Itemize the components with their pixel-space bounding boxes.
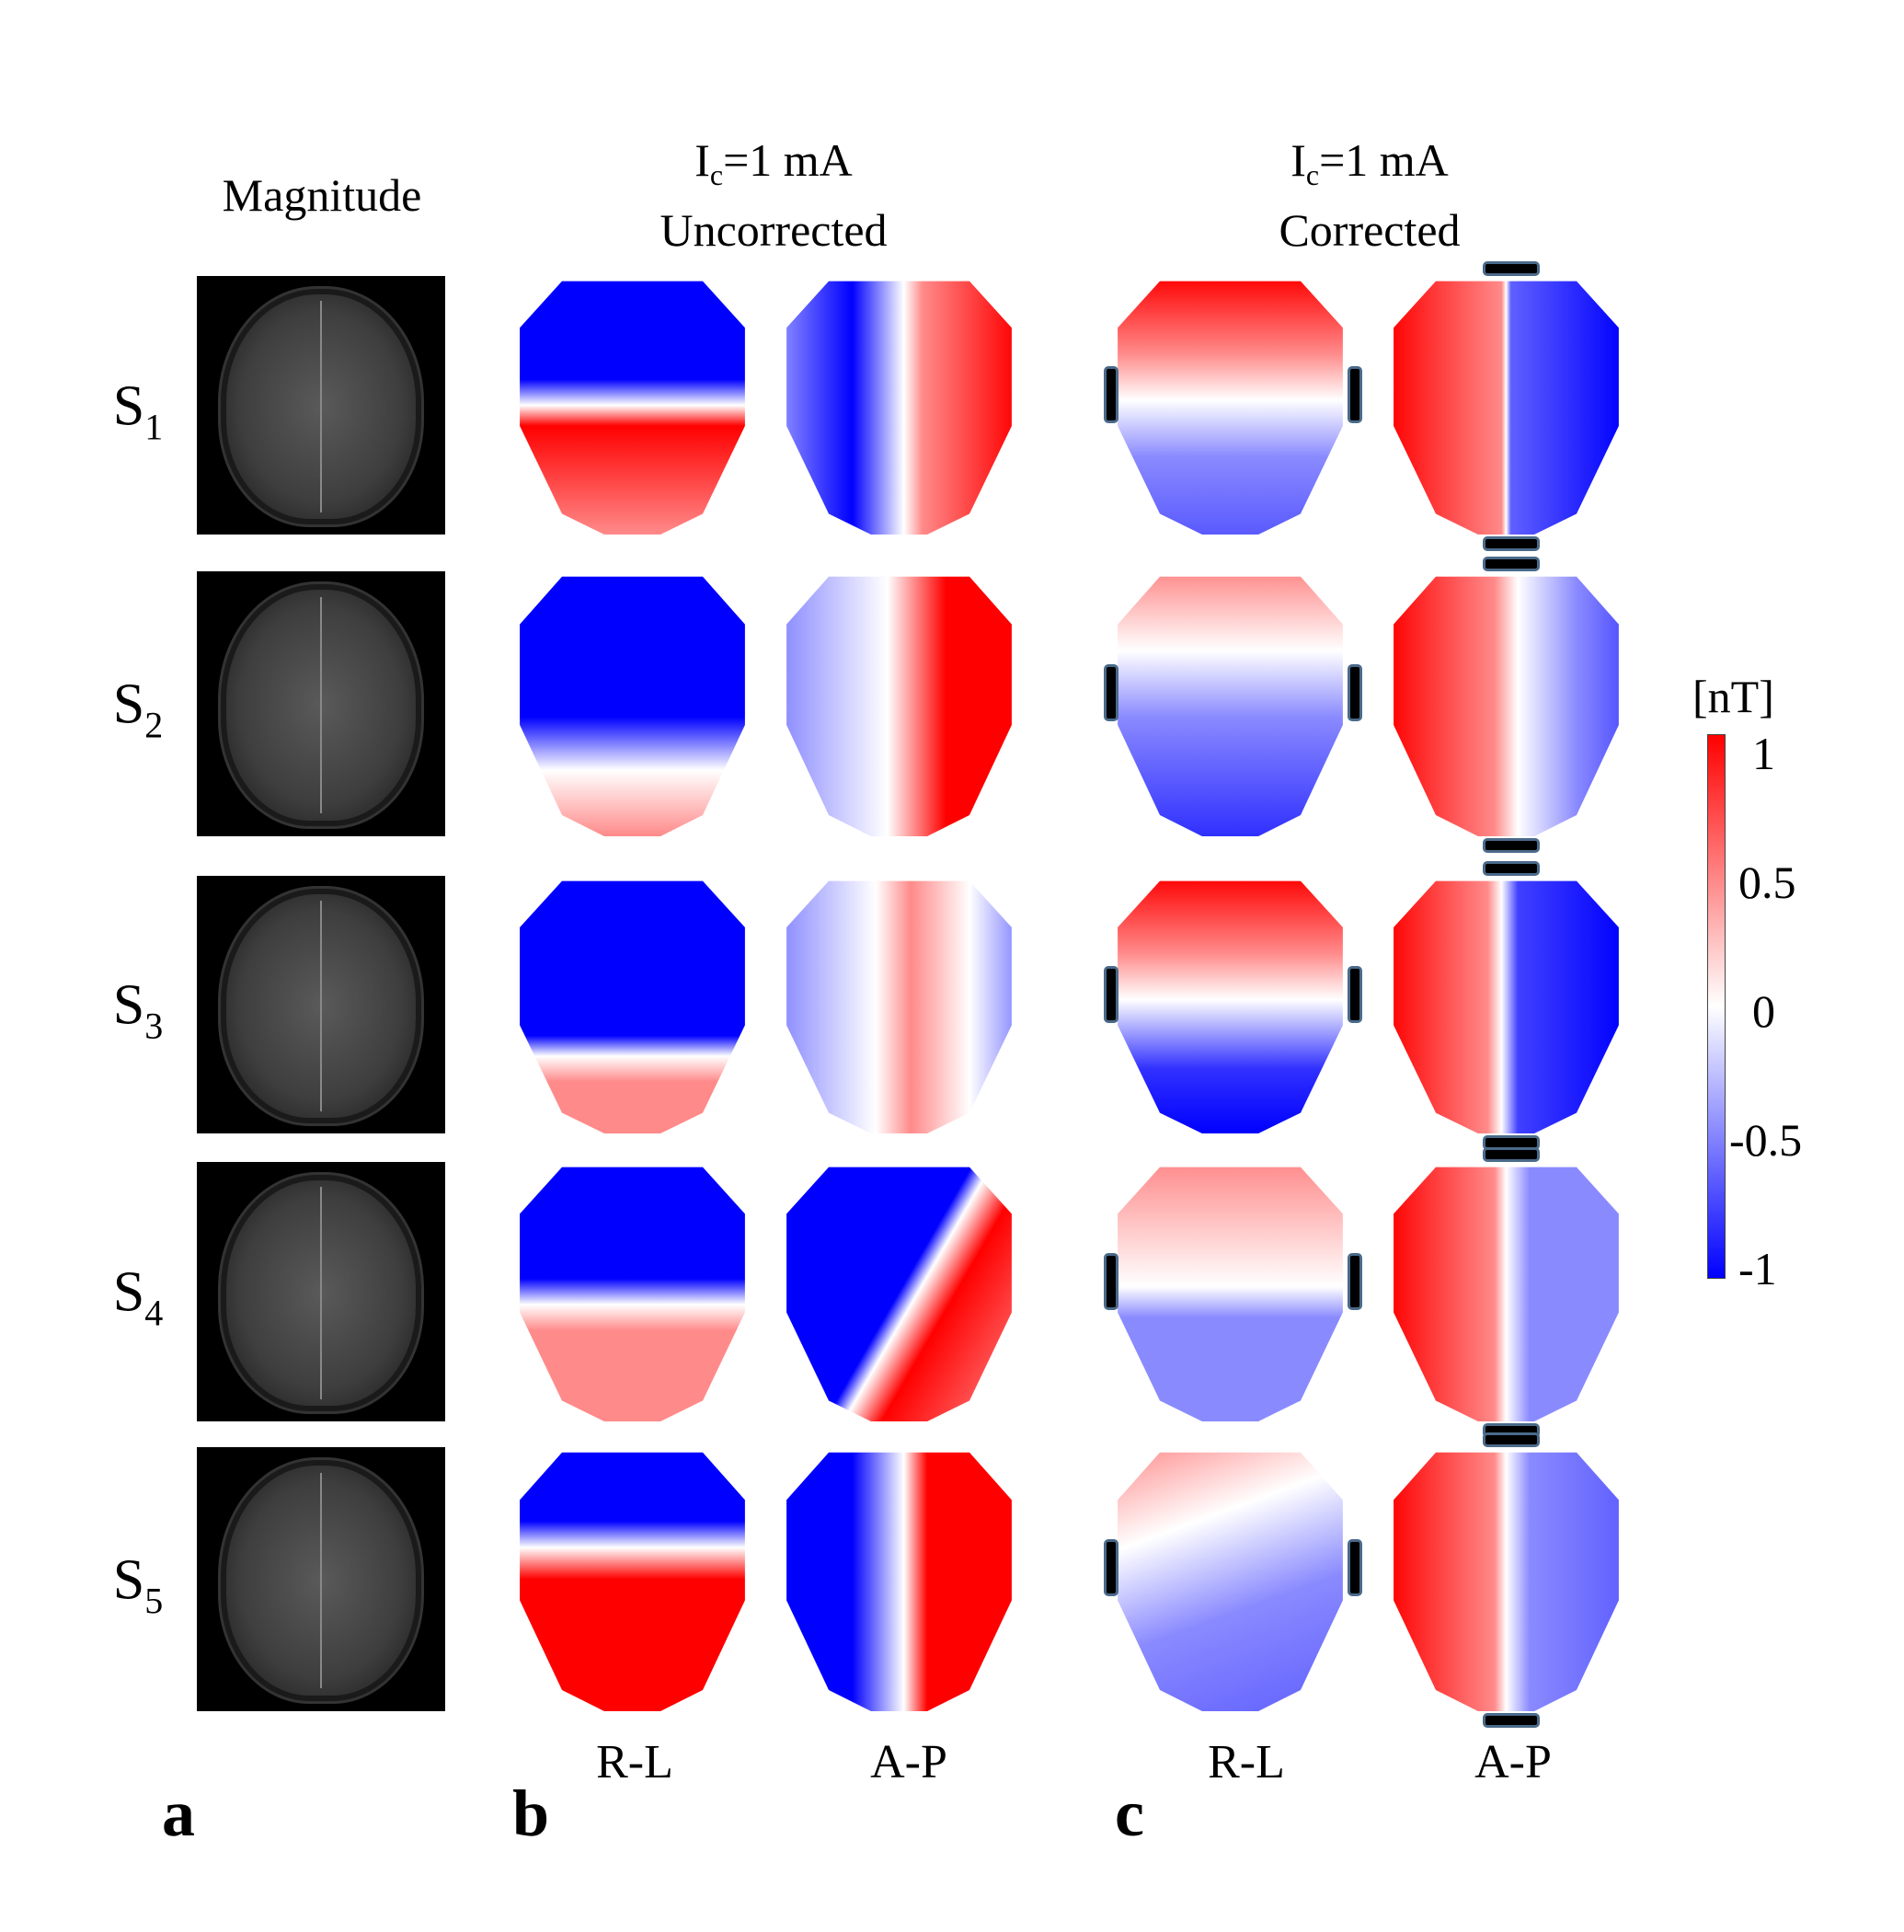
electrode-bottom-icon <box>1483 536 1540 551</box>
corrected-header: Ic=1 mA Corrected <box>1279 132 1460 258</box>
corrected-rl-map <box>1118 281 1343 535</box>
subject-label: S5 <box>113 1547 163 1622</box>
electrode-left-icon <box>1104 1539 1118 1597</box>
electrode-right-icon <box>1348 1252 1362 1310</box>
electrode-top-icon <box>1483 261 1540 276</box>
colorbar-unit: [nT] <box>1692 671 1774 722</box>
electrode-left-icon <box>1104 966 1118 1023</box>
electrode-left-icon <box>1104 1252 1118 1310</box>
bottom-label-uncorrected-rl: R-L <box>596 1736 673 1788</box>
electrode-top-icon <box>1483 1147 1540 1162</box>
electrode-right-icon <box>1348 1539 1362 1597</box>
panel-letter-c: c <box>1115 1777 1144 1850</box>
current-sub: c <box>1305 158 1320 191</box>
panel-letter-a: a <box>162 1777 195 1850</box>
electrode-right-icon <box>1348 966 1362 1023</box>
corrected-rl-map <box>1118 1452 1343 1711</box>
uncorrected-ap-map <box>786 1167 1012 1421</box>
subject-index: 4 <box>144 1292 164 1334</box>
corrected-ap-map <box>1394 1452 1619 1711</box>
magnitude-image <box>197 1447 445 1711</box>
panel-letter-b: b <box>511 1777 550 1850</box>
subject-index: 1 <box>144 406 164 447</box>
subject-letter: S <box>112 1548 145 1611</box>
subject-letter: S <box>112 1260 145 1324</box>
uncorrected-header: Ic=1 mA Uncorrected <box>660 132 887 258</box>
current-prefix: I <box>1290 134 1306 186</box>
corrected-label: Corrected <box>1279 204 1461 256</box>
current-sub: c <box>709 158 724 191</box>
brain-slice <box>226 893 416 1119</box>
corrected-ap-map <box>1394 880 1619 1133</box>
colorbar-tick: 1 <box>1752 728 1775 779</box>
electrode-right-icon <box>1348 366 1362 424</box>
uncorrected-ap-map <box>786 880 1012 1133</box>
current-value: =1 mA <box>723 134 853 186</box>
subject-index: 5 <box>144 1580 164 1621</box>
uncorrected-rl-map <box>520 1452 745 1711</box>
current-value: =1 mA <box>1319 134 1449 186</box>
colorbar-gradient <box>1707 734 1726 1279</box>
uncorrected-ap-map <box>786 281 1012 535</box>
colorbar-tick: 0 <box>1752 985 1775 1037</box>
subject-label: S3 <box>113 973 163 1048</box>
magnitude-image <box>197 1162 445 1421</box>
subject-letter: S <box>112 374 145 437</box>
current-prefix: I <box>694 134 710 186</box>
bottom-label-corrected-rl: R-L <box>1208 1736 1285 1788</box>
colorbar-tick: -1 <box>1738 1243 1777 1294</box>
magnitude-image <box>197 276 445 535</box>
electrode-bottom-icon <box>1483 838 1540 853</box>
brain-slice <box>226 293 416 520</box>
uncorrected-rl-map <box>520 1167 745 1421</box>
uncorrected-label: Uncorrected <box>660 204 888 256</box>
electrode-left-icon <box>1104 366 1118 424</box>
uncorrected-rl-map <box>520 576 745 836</box>
electrode-top-icon <box>1483 1432 1540 1447</box>
subject-letter: S <box>112 673 145 736</box>
electrode-top-icon <box>1483 557 1540 571</box>
electrode-right-icon <box>1348 663 1362 721</box>
subject-label: S1 <box>113 374 163 448</box>
brain-slice <box>226 1179 416 1407</box>
electrode-left-icon <box>1104 663 1118 721</box>
uncorrected-ap-map <box>786 576 1012 836</box>
subject-index: 3 <box>144 1005 164 1047</box>
brain-slice <box>226 1466 416 1696</box>
bottom-label-corrected-ap: A-P <box>1474 1736 1552 1788</box>
corrected-ap-map <box>1394 1167 1619 1421</box>
corrected-rl-map <box>1118 1167 1343 1421</box>
corrected-rl-map <box>1118 576 1343 836</box>
corrected-rl-map <box>1118 880 1343 1133</box>
electrode-top-icon <box>1483 861 1540 876</box>
magnitude-image <box>197 876 445 1133</box>
colorbar-tick: -0.5 <box>1729 1114 1803 1166</box>
subject-label: S4 <box>113 1260 163 1335</box>
subject-label: S2 <box>113 673 163 747</box>
colorbar-tick: 0.5 <box>1738 857 1796 908</box>
uncorrected-rl-map <box>520 281 745 535</box>
magnitude-header: Magnitude <box>222 169 422 221</box>
subject-letter: S <box>112 973 145 1037</box>
subject-index: 2 <box>144 704 164 746</box>
corrected-ap-map <box>1394 576 1619 836</box>
corrected-ap-map <box>1394 281 1619 535</box>
magnitude-image <box>197 571 445 836</box>
brain-slice <box>226 590 416 821</box>
uncorrected-ap-map <box>786 1452 1012 1711</box>
electrode-bottom-icon <box>1483 1713 1540 1728</box>
bottom-label-uncorrected-ap: A-P <box>870 1736 947 1788</box>
uncorrected-rl-map <box>520 880 745 1133</box>
